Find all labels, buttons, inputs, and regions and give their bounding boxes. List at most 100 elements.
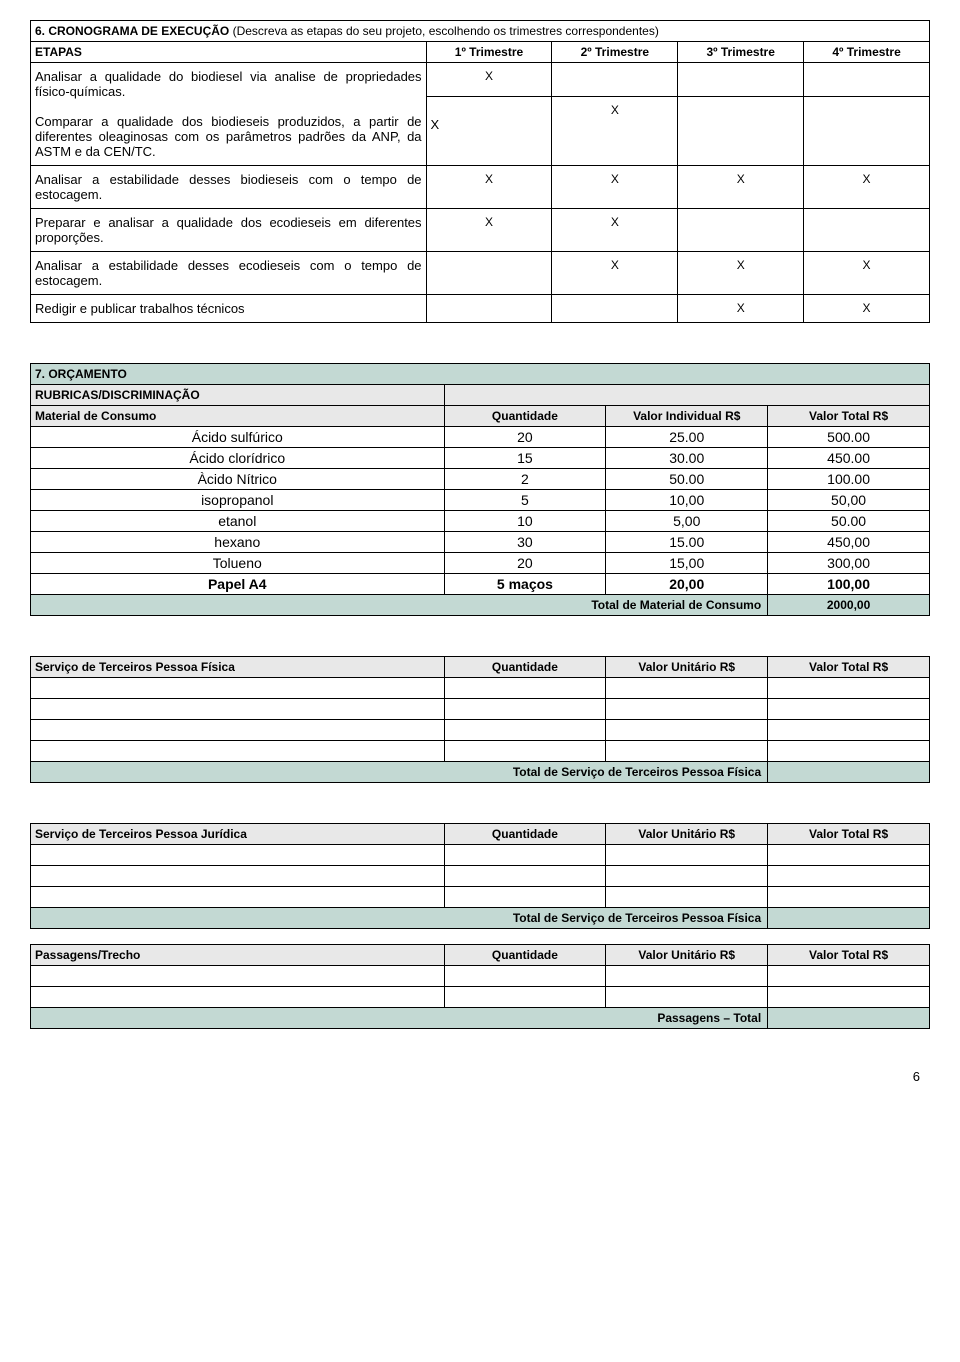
unit-header: Valor Unitário R$: [606, 945, 768, 966]
rubricas-label: RUBRICAS/DISCRIMINAÇÃO: [31, 385, 445, 406]
qtd-header: Quantidade: [444, 945, 606, 966]
etapa-t1: [426, 252, 552, 295]
passagens-label: Passagens/Trecho: [31, 945, 445, 966]
item-qtd: 5: [444, 490, 606, 511]
etapa-text: Comparar a qualidade dos biodieseis prod…: [35, 114, 422, 159]
cronograma-table: 6. CRONOGRAMA DE EXECUÇÃO (Descreva as e…: [30, 20, 930, 323]
etapa-t4: [804, 209, 930, 252]
item-name: hexano: [31, 532, 445, 553]
item-qtd: 2: [444, 469, 606, 490]
serv-fisica-total-label: Total de Serviço de Terceiros Pessoa Fís…: [31, 762, 768, 783]
qtd-header: Quantidade: [444, 406, 606, 427]
passagens-total-label: Passagens – Total: [31, 1008, 768, 1029]
material-total-value: 2000,00: [768, 595, 930, 616]
etapa-t1: X: [426, 166, 552, 209]
qtd-header: Quantidade: [444, 824, 606, 845]
etapa-t4: [804, 96, 930, 166]
item-name: Ácido clorídrico: [31, 448, 445, 469]
etapa-text: Analisar a estabilidade desses ecodiesei…: [31, 252, 427, 295]
item-unit: 25.00: [606, 427, 768, 448]
etapa-t2: X: [552, 252, 678, 295]
etapa-t3: X: [678, 252, 804, 295]
serv-juridica-total-value: [768, 908, 930, 929]
etapa-t4: X: [804, 166, 930, 209]
etapa-t3: X: [678, 295, 804, 323]
passagens-total-value: [768, 1008, 930, 1029]
item-name: isopropanol: [31, 490, 445, 511]
material-label: Material de Consumo: [31, 406, 445, 427]
etapa-t4: X: [804, 295, 930, 323]
etapa-t3: X: [678, 166, 804, 209]
page-number: 6: [30, 1069, 930, 1084]
item-name: Ácido sulfúrico: [31, 427, 445, 448]
orcamento-title: 7. ORÇAMENTO: [31, 364, 930, 385]
etapa-t2: X: [552, 209, 678, 252]
item-total: 100.00: [768, 469, 930, 490]
cronograma-title-cell: 6. CRONOGRAMA DE EXECUÇÃO (Descreva as e…: [31, 21, 930, 42]
total-header: Valor Total R$: [768, 824, 930, 845]
etapa-text: Analisar a estabilidade desses biodiesei…: [31, 166, 427, 209]
total-header: Valor Total R$: [768, 406, 930, 427]
t3-header: 3º Trimestre: [678, 42, 804, 63]
item-unit: 20,00: [606, 574, 768, 595]
item-qtd: 20: [444, 553, 606, 574]
t1-header: 1º Trimestre: [426, 42, 552, 63]
item-qtd: 15: [444, 448, 606, 469]
total-header: Valor Total R$: [768, 945, 930, 966]
item-name: Papel A4: [31, 574, 445, 595]
item-name: Tolueno: [31, 553, 445, 574]
item-qtd: 5 maços: [444, 574, 606, 595]
serv-juridica-total-label: Total de Serviço de Terceiros Pessoa Fís…: [31, 908, 768, 929]
qtd-header: Quantidade: [444, 657, 606, 678]
etapa-text: Preparar e analisar a qualidade dos ecod…: [31, 209, 427, 252]
etapa-text: Redigir e publicar trabalhos técnicos: [31, 295, 427, 323]
item-qtd: 10: [444, 511, 606, 532]
unit-header: Valor Unitário R$: [606, 657, 768, 678]
unit-header: Valor Individual R$: [606, 406, 768, 427]
item-total: 50,00: [768, 490, 930, 511]
etapa-t3: [678, 209, 804, 252]
cronograma-title: 6. CRONOGRAMA DE EXECUÇÃO: [35, 24, 229, 38]
item-qtd: 20: [444, 427, 606, 448]
servico-fisica-table: Serviço de Terceiros Pessoa Física Quant…: [30, 656, 930, 783]
etapa-t1: X: [426, 209, 552, 252]
t2-header: 2º Trimestre: [552, 42, 678, 63]
serv-juridica-label: Serviço de Terceiros Pessoa Jurídica: [31, 824, 445, 845]
material-total-label: Total de Material de Consumo: [31, 595, 768, 616]
etapas-header: ETAPAS: [31, 42, 427, 63]
item-unit: 10,00: [606, 490, 768, 511]
total-header: Valor Total R$: [768, 657, 930, 678]
item-name: etanol: [31, 511, 445, 532]
etapa-t2: [552, 63, 678, 97]
item-qtd: 30: [444, 532, 606, 553]
item-unit: 50.00: [606, 469, 768, 490]
serv-fisica-label: Serviço de Terceiros Pessoa Física: [31, 657, 445, 678]
passagens-table: Passagens/Trecho Quantidade Valor Unitár…: [30, 944, 930, 1029]
etapa-t4: X: [804, 252, 930, 295]
item-total: 50.00: [768, 511, 930, 532]
etapa-t2: X: [552, 96, 678, 166]
cronograma-subtitle: (Descreva as etapas do seu projeto, esco…: [233, 24, 659, 38]
t4-header: 4º Trimestre: [804, 42, 930, 63]
unit-header: Valor Unitário R$: [606, 824, 768, 845]
item-total: 450.00: [768, 448, 930, 469]
etapa-t3: [678, 63, 804, 97]
item-total: 100,00: [768, 574, 930, 595]
serv-fisica-total-value: [768, 762, 930, 783]
item-total: 300,00: [768, 553, 930, 574]
etapa-text: Analisar a qualidade do biodiesel via an…: [35, 69, 422, 99]
etapa-t2: [552, 295, 678, 323]
orcamento-table: 7. ORÇAMENTO RUBRICAS/DISCRIMINAÇÃO Mate…: [30, 363, 930, 616]
etapa-t4: [804, 63, 930, 97]
item-total: 500.00: [768, 427, 930, 448]
etapa-t3: [678, 96, 804, 166]
rubricas-blank: [444, 385, 929, 406]
item-unit: 5,00: [606, 511, 768, 532]
item-unit: 15.00: [606, 532, 768, 553]
servico-juridica-table: Serviço de Terceiros Pessoa Jurídica Qua…: [30, 823, 930, 929]
etapa-t1: X: [426, 96, 552, 166]
item-total: 450,00: [768, 532, 930, 553]
item-name: Àcido Nítrico: [31, 469, 445, 490]
item-unit: 30.00: [606, 448, 768, 469]
etapa-t1: X: [426, 63, 552, 97]
